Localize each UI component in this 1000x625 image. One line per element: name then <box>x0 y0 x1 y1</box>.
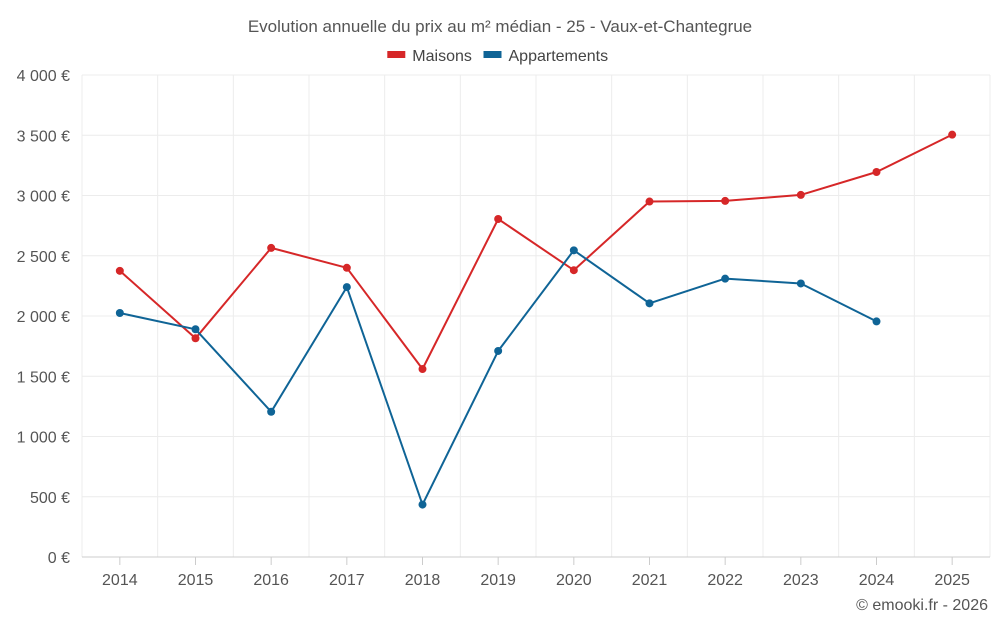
legend-swatch-maisons <box>387 51 406 58</box>
series-line-maisons <box>119 133 953 370</box>
credit-text: © emooki.fr - 2026 <box>856 597 988 614</box>
x-tick-label: 2015 <box>178 572 214 589</box>
legend-label-maisons[interactable]: Maisons <box>412 48 472 65</box>
y-tick-label: 2 000 € <box>17 309 70 326</box>
y-axis: 0 € 500 € 1 000 € 1 500 € 2 000 € 2 500 € 3 00… <box>17 68 70 567</box>
data-point-appartements-2014[interactable] <box>115 308 124 317</box>
data-point-appartements-2018[interactable] <box>418 500 427 509</box>
data-point-appartements-2019[interactable] <box>494 346 503 355</box>
data-point-maisons-2021[interactable] <box>645 197 654 206</box>
data-point-maisons-2024[interactable] <box>872 168 881 177</box>
legend-swatch-appartements <box>483 51 502 58</box>
y-tick-label: 0 € <box>48 550 70 567</box>
x-axis: 2014 2015 2016 2017 2018 2019 2020 2021 2022 2023… <box>82 556 990 589</box>
x-tick-label: 2017 <box>329 572 365 589</box>
x-tick-label: 2021 <box>632 572 668 589</box>
x-tick-label: 2016 <box>253 572 289 589</box>
data-point-appartements-2016[interactable] <box>267 407 276 416</box>
y-tick-label: 3 500 € <box>17 128 70 145</box>
data-point-maisons-2015[interactable] <box>191 334 200 343</box>
x-tick-label: 2014 <box>102 572 138 589</box>
data-point-maisons-2014[interactable] <box>115 266 124 275</box>
y-tick-label: 500 € <box>30 490 70 507</box>
y-tick-label: 3 000 € <box>17 189 70 206</box>
y-tick-label: 1 500 € <box>17 369 70 386</box>
y-tick-label: 4 000 € <box>17 68 70 85</box>
legend-label-appartements[interactable]: Appartements <box>509 48 609 65</box>
data-point-appartements-2020[interactable] <box>569 246 578 255</box>
grid <box>81 74 991 557</box>
legend: Maisons Appartements <box>387 48 608 65</box>
x-tick-label: 2023 <box>783 572 819 589</box>
data-point-maisons-2023[interactable] <box>796 190 805 199</box>
x-tick-label: 2022 <box>707 572 743 589</box>
x-tick-label: 2020 <box>556 572 592 589</box>
x-tick-label: 2019 <box>480 572 516 589</box>
data-point-maisons-2017[interactable] <box>342 263 351 272</box>
x-tick-label: 2018 <box>405 572 441 589</box>
data-point-maisons-2016[interactable] <box>267 243 276 252</box>
y-tick-label: 1 000 € <box>17 430 70 447</box>
data-point-appartements-2024[interactable] <box>872 317 881 326</box>
data-point-appartements-2015[interactable] <box>191 325 200 334</box>
data-point-maisons-2022[interactable] <box>721 196 730 205</box>
chart-title: Evolution annuelle du prix au m² médian … <box>248 17 752 36</box>
data-point-maisons-2025[interactable] <box>948 130 957 139</box>
x-tick-label: 2024 <box>859 572 895 589</box>
data-point-appartements-2017[interactable] <box>342 283 351 292</box>
y-tick-label: 2 500 € <box>17 249 70 266</box>
data-point-maisons-2018[interactable] <box>418 365 427 374</box>
series-group <box>115 130 957 509</box>
data-point-appartements-2022[interactable] <box>721 274 730 283</box>
data-point-maisons-2020[interactable] <box>569 266 578 275</box>
data-point-maisons-2019[interactable] <box>494 214 503 223</box>
data-point-appartements-2023[interactable] <box>796 279 805 288</box>
data-point-appartements-2021[interactable] <box>645 299 654 308</box>
x-tick-label: 2025 <box>934 572 970 589</box>
